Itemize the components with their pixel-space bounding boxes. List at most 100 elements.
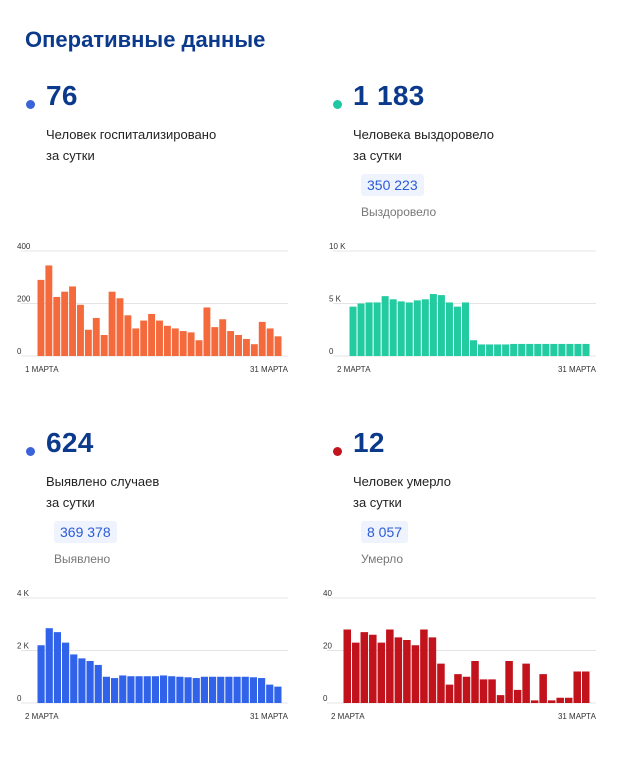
bar: [397, 301, 405, 356]
bar: [203, 307, 211, 356]
bar: [530, 700, 539, 704]
bar: [582, 343, 590, 357]
bar: [195, 340, 203, 356]
bar: [494, 344, 502, 356]
chart-recovered: 10 K 5 K 02 МАРТА 31 МАРТА: [329, 242, 597, 374]
bar: [156, 320, 163, 356]
x-tick-label: 2 МАРТА: [25, 712, 59, 721]
bar: [127, 676, 135, 704]
bar: [84, 329, 92, 356]
bar: [124, 315, 132, 356]
bar: [108, 291, 116, 356]
bar: [100, 335, 108, 356]
bar: [542, 343, 550, 357]
bar: [86, 661, 94, 703]
bar: [143, 676, 151, 704]
bar: [405, 302, 413, 356]
x-tick-label: 31 МАРТА: [250, 712, 289, 721]
bar: [394, 637, 403, 704]
bar: [53, 632, 61, 704]
bar: [37, 279, 45, 357]
bar: [369, 634, 377, 703]
panel-hospitalized: 76 Человек госпитализировано за сутки: [24, 80, 304, 410]
bar: [37, 645, 45, 703]
series-dot: [26, 447, 35, 456]
daily-caption: Человек госпитализировано за сутки: [46, 127, 217, 163]
y-tick-label: 0: [329, 347, 334, 356]
bar: [168, 676, 176, 704]
bar: [151, 676, 159, 704]
bar: [421, 299, 429, 356]
bar: [70, 654, 78, 703]
bar: [445, 302, 453, 356]
bar: [94, 664, 102, 703]
bar: [274, 686, 282, 703]
bar: [471, 661, 479, 703]
bar: [386, 629, 394, 703]
bar: [235, 335, 242, 356]
bar: [437, 663, 445, 704]
bar: [179, 331, 187, 356]
bar: [564, 697, 573, 703]
page-title: Оперативные данные: [25, 27, 266, 52]
bar: [502, 344, 510, 356]
y-tick-label: 2 K: [17, 642, 30, 651]
bar: [61, 291, 69, 356]
bar: [349, 306, 357, 356]
bar: [352, 642, 360, 703]
bar: [437, 295, 445, 356]
bar: [242, 338, 250, 356]
bar: [478, 344, 486, 356]
y-tick-label: 10 K: [329, 242, 346, 251]
bar: [250, 344, 258, 356]
bar: [163, 325, 171, 356]
y-tick-label: 200: [17, 295, 31, 304]
total-badge: 350 223: [361, 174, 424, 196]
series-dot: [333, 447, 342, 456]
bar: [343, 629, 352, 703]
bar: [429, 294, 437, 356]
bar: [558, 343, 566, 357]
bar: [539, 674, 547, 704]
daily-number: 1 183: [353, 80, 425, 111]
total-label: Умерло: [361, 552, 404, 566]
bar: [357, 303, 365, 356]
bar: [187, 332, 195, 357]
bar: [92, 317, 100, 356]
bar: [160, 675, 168, 703]
daily-number: 76: [46, 80, 78, 111]
panel-died: 12 Человек умерло за сутки 8 057 Умерло: [331, 427, 611, 757]
bar: [486, 344, 494, 356]
x-tick-label: 31 МАРТА: [558, 712, 597, 721]
bar: [420, 629, 428, 703]
bar: [132, 328, 140, 356]
panel-recovered: 1 183 Человека выздоровело за сутки 350 …: [331, 80, 611, 410]
bar: [377, 642, 386, 703]
bar: [227, 331, 235, 356]
y-tick-label: 5 K: [329, 295, 342, 304]
y-tick-label: 4 K: [17, 589, 30, 598]
bar: [360, 632, 369, 704]
x-tick-label: 1 МАРТА: [25, 365, 59, 374]
y-tick-label: 0: [323, 694, 328, 703]
bar: [496, 695, 505, 704]
chart-hospitalized: 400 200 01 МАРТА 31 МАРТА: [17, 242, 289, 374]
bar: [488, 679, 496, 704]
bar: [192, 678, 200, 703]
bar: [547, 700, 556, 704]
bar: [102, 676, 110, 703]
bar: [403, 640, 411, 703]
bar: [534, 343, 542, 357]
y-tick-label: 0: [17, 694, 22, 703]
bar: [365, 302, 373, 356]
bar: [566, 343, 574, 357]
bar: [470, 340, 478, 356]
chart-detected: 4 K 2 K 02 МАРТА 31 МАРТА: [17, 589, 289, 721]
bar: [258, 321, 266, 357]
bar: [184, 677, 192, 703]
bar: [69, 286, 77, 356]
y-tick-label: 0: [17, 347, 22, 356]
bar: [45, 265, 53, 356]
bar: [116, 298, 124, 356]
